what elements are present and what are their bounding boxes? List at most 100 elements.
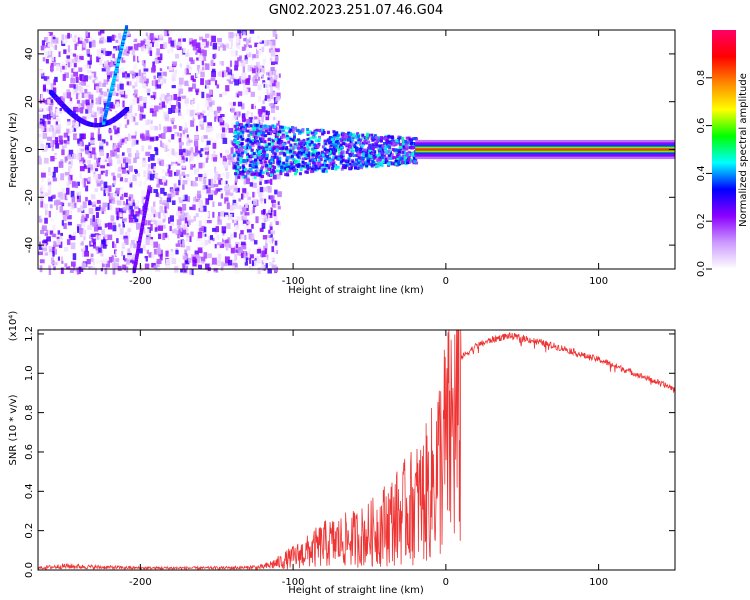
- spectrogram-noise-cell: [201, 110, 206, 114]
- spectrogram-signal-cell: [283, 163, 287, 167]
- spectrogram-noise-cell: [196, 171, 200, 177]
- spectrogram-noise-cell: [246, 110, 250, 117]
- spectrogram-signal-cell: [342, 142, 346, 146]
- spectrogram-noise-cell: [277, 125, 280, 132]
- spectrogram-noise-cell: [40, 172, 46, 178]
- spectrogram-noise-cell: [138, 139, 142, 146]
- spectrogram-noise-cell: [60, 61, 66, 66]
- spectrogram-noise-cell: [115, 207, 121, 215]
- spectrogram-noise-cell: [250, 91, 255, 97]
- spectrogram-noise-cell: [171, 257, 177, 265]
- spectrogram-signal-cell: [259, 161, 263, 165]
- spectrogram-noise-cell: [73, 84, 79, 90]
- spectrogram-noise-cell: [53, 261, 58, 266]
- spectrogram-noise-cell: [83, 75, 88, 82]
- spectrogram-noise-cell: [62, 64, 67, 70]
- spectrogram-noise-cell: [61, 237, 64, 244]
- spectrogram-noise-cell: [258, 95, 262, 103]
- spectrogram-noise-cell: [38, 113, 42, 119]
- spectrogram-signal-cell: [235, 151, 239, 155]
- spectrogram-signal-cell: [349, 166, 353, 170]
- spectrogram-noise-cell: [196, 155, 200, 161]
- spectrogram-noise-cell: [79, 82, 84, 86]
- spectrogram-noise-cell: [73, 68, 78, 72]
- spectrogram-signal-cell: [410, 141, 414, 145]
- spectrogram-plot-area: [38, 25, 675, 276]
- spectrogram-noise-cell: [143, 76, 147, 82]
- spectrogram-noise-cell: [170, 40, 175, 47]
- spectrogram-noise-cell: [85, 99, 90, 105]
- spectrogram-signal-cell: [292, 135, 296, 139]
- spectrogram-noise-cell: [66, 239, 71, 245]
- spectrogram-noise-cell: [185, 157, 188, 162]
- spectrogram-noise-cell: [185, 59, 190, 66]
- spectrogram-signal-cell: [277, 162, 281, 166]
- spectrogram-signal-cell: [246, 155, 250, 159]
- spectrogram-signal-cell: [300, 141, 304, 145]
- spectrogram-noise-cell: [186, 150, 191, 156]
- spectrogram-noise-cell: [90, 233, 96, 238]
- spectrogram-noise-cell: [68, 165, 73, 173]
- spectrogram-noise-cell: [141, 124, 145, 130]
- spectrogram-noise-cell: [274, 48, 280, 53]
- spectrogram-noise-cell: [70, 73, 74, 78]
- spectrogram-noise-cell: [106, 68, 110, 76]
- spectrogram-signal-cell: [292, 151, 296, 155]
- spectrogram-signal-cell: [397, 160, 401, 164]
- spectrogram-noise-cell: [112, 241, 115, 248]
- spectrogram-noise-cell: [245, 78, 250, 86]
- spectrogram-signal-cell: [396, 137, 400, 141]
- spectrogram-signal-cell: [364, 154, 368, 158]
- spectrogram-noise-cell: [81, 262, 86, 270]
- spectrogram-noise-cell: [106, 153, 109, 159]
- spectrogram-signal-cell: [302, 143, 306, 147]
- spectrogram-noise-cell: [157, 98, 161, 104]
- spectrogram-noise-cell: [207, 240, 211, 244]
- spectrogram-signal-cell: [410, 145, 414, 149]
- spectrogram-noise-cell: [64, 193, 68, 200]
- spectrogram-noise-cell: [148, 115, 153, 121]
- spectrogram-noise-cell: [74, 88, 78, 93]
- spectrogram-noise-cell: [82, 116, 87, 120]
- spectrogram-signal-cell: [321, 145, 325, 149]
- spectrogram-signal-cell: [241, 127, 245, 131]
- spectrogram-noise-cell: [252, 58, 256, 65]
- spectrogram-noise-cell: [128, 165, 133, 172]
- spectrogram-noise-cell: [170, 47, 174, 53]
- spectrogram-signal-cell: [385, 142, 389, 146]
- spectrogram-noise-cell: [150, 223, 153, 231]
- spectrogram-noise-cell: [220, 189, 223, 194]
- spectrogram-noise-cell: [264, 62, 268, 69]
- spectrogram-signal-cell: [251, 154, 255, 158]
- spectrogram-noise-cell: [90, 257, 94, 262]
- spectrogram-noise-cell: [145, 130, 150, 137]
- spectrogram-noise-cell: [125, 46, 129, 52]
- spectrogram-noise-cell: [211, 255, 217, 260]
- spectrogram-noise-cell: [116, 238, 119, 244]
- spectrogram-x-axis-label: Height of straight line (km): [288, 285, 424, 296]
- spectrogram-noise-cell: [72, 253, 77, 261]
- spectrogram-noise-cell: [177, 156, 182, 164]
- spectrogram-signal-cell: [379, 139, 383, 143]
- spectrogram-noise-cell: [237, 57, 242, 62]
- spectrogram-signal-cell: [297, 160, 301, 164]
- spectrogram-noise-cell: [170, 161, 175, 166]
- spectrogram-noise-cell: [86, 91, 91, 97]
- spectrogram-noise-cell: [126, 199, 129, 205]
- spectrogram-signal-cell: [312, 158, 316, 162]
- x-tick-label: 0: [443, 577, 449, 588]
- spectrogram-noise-cell: [276, 173, 281, 180]
- spectrogram-signal-cell: [234, 145, 238, 149]
- spectrogram-noise-cell: [173, 125, 177, 129]
- spectrogram-noise-cell: [103, 181, 108, 189]
- spectrogram-noise-cell: [125, 162, 129, 168]
- spectrogram-noise-cell: [229, 73, 235, 80]
- spectrogram-noise-cell: [156, 144, 159, 148]
- spectrogram-signal-cell: [271, 164, 275, 168]
- spectrogram-noise-cell: [129, 182, 133, 188]
- spectrogram-noise-cell: [227, 106, 231, 110]
- spectrogram-noise-cell: [199, 119, 203, 125]
- spectrogram-noise-cell: [50, 62, 54, 67]
- spectrogram-noise-cell: [131, 76, 135, 83]
- spectrogram-noise-cell: [262, 265, 267, 270]
